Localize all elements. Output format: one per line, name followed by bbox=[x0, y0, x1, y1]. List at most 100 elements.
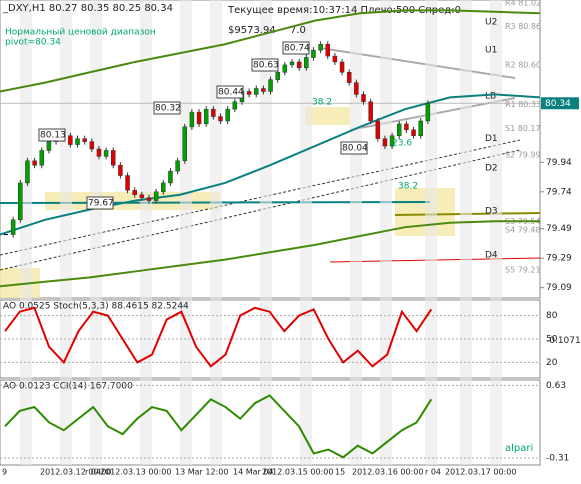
symbol: _DXY,H1 80.27 80.35 80.25 80.34 bbox=[2, 3, 173, 14]
candle bbox=[32, 160, 37, 166]
annotation: 38.2 bbox=[398, 182, 418, 192]
candle bbox=[82, 138, 87, 142]
candle bbox=[368, 101, 373, 122]
candle bbox=[225, 108, 230, 122]
candle bbox=[411, 129, 416, 136]
indicator-line bbox=[0, 9, 541, 93]
annotation: 80.74 bbox=[284, 44, 310, 54]
candle bbox=[189, 111, 195, 128]
candle bbox=[196, 111, 202, 125]
candle bbox=[146, 197, 152, 201]
pivot: pivot=80.34 bbox=[5, 38, 61, 48]
pivot-label: R1 80.33 bbox=[505, 100, 541, 109]
level-label: D1 bbox=[485, 134, 498, 144]
annotation: 38.2 bbox=[312, 98, 332, 108]
candle bbox=[153, 191, 159, 201]
candle bbox=[25, 160, 30, 184]
candle bbox=[10, 219, 16, 235]
candle bbox=[161, 182, 166, 193]
y-tick-label: 0.63 bbox=[546, 381, 566, 391]
candle bbox=[254, 88, 259, 95]
status: Текущее время:10:37:14 Плечо:500 Спред:0 bbox=[227, 5, 461, 16]
candle bbox=[175, 160, 180, 172]
candle bbox=[125, 175, 130, 191]
candle bbox=[168, 170, 173, 184]
annotation: 80.13 bbox=[40, 131, 66, 141]
candle bbox=[182, 126, 187, 162]
annotation-box bbox=[251, 58, 279, 72]
balance: $9573.94 bbox=[228, 25, 276, 36]
candle bbox=[39, 150, 44, 166]
pivot-label: S1 80.17 bbox=[505, 124, 541, 133]
candle bbox=[304, 57, 309, 69]
annotation-box bbox=[86, 196, 114, 210]
candle bbox=[18, 182, 23, 221]
candle bbox=[325, 44, 330, 57]
level-label: LB bbox=[485, 91, 496, 101]
y-tick-label: 79.29 bbox=[546, 254, 572, 264]
candle bbox=[203, 108, 209, 125]
candle bbox=[404, 123, 409, 131]
candle bbox=[211, 108, 216, 117]
candle bbox=[89, 141, 95, 150]
annotation-box bbox=[216, 85, 244, 99]
candle bbox=[389, 135, 395, 147]
time-label: 2012.03.12 00:00 bbox=[40, 468, 111, 477]
annotation-box bbox=[38, 128, 66, 142]
candle bbox=[261, 88, 266, 92]
level-label: U1 bbox=[485, 46, 497, 56]
candle bbox=[282, 64, 288, 73]
y-tick-label: 79.09 bbox=[546, 283, 572, 293]
time-label: 13 Mar 12:00 bbox=[175, 468, 228, 477]
current-price-label: 80.34 bbox=[545, 99, 571, 109]
annotation: 80.04 bbox=[342, 144, 368, 154]
candle bbox=[332, 55, 338, 63]
candle bbox=[75, 138, 80, 145]
indicator-name: Нормальный ценовой диапазон bbox=[5, 28, 156, 38]
time-label: 2012.03.16 00:00 bbox=[352, 468, 423, 477]
annotation: 80.63 bbox=[253, 61, 279, 71]
candle bbox=[68, 135, 73, 145]
pivot-label: R2 80.60 bbox=[505, 60, 541, 69]
candle bbox=[118, 164, 123, 176]
time-label: r 04 bbox=[425, 468, 441, 477]
candle bbox=[339, 61, 345, 73]
candle bbox=[289, 61, 295, 66]
level-label: D3 bbox=[485, 206, 498, 216]
candle bbox=[139, 194, 145, 198]
y2-tick-label: -0.1071 bbox=[546, 336, 581, 346]
indicator-line bbox=[0, 220, 540, 288]
candle bbox=[275, 72, 280, 80]
time-label: 2012.03.15 00:00 bbox=[262, 468, 333, 477]
candle bbox=[354, 82, 359, 95]
y-tick-label: -0.31 bbox=[546, 454, 569, 464]
pivot-label: R4 81.02 bbox=[505, 0, 541, 7]
panel-title: AO 0.0525 Stoch(5,3,3) 88.4615 82.5244 bbox=[3, 302, 189, 312]
candle bbox=[4, 234, 8, 236]
candle bbox=[382, 138, 388, 147]
time-label: 2012.03.13 00:00 bbox=[100, 468, 171, 477]
annotation: 80.32 bbox=[155, 104, 181, 114]
annotation: 79.67 bbox=[88, 199, 114, 209]
candle bbox=[96, 148, 102, 157]
pivot-label: S2 79.99 bbox=[505, 150, 541, 159]
y-tick-label: 20 bbox=[546, 358, 558, 368]
annotation-box bbox=[282, 41, 310, 55]
y-tick-label: 79.74 bbox=[546, 187, 572, 197]
pivot-label: S4 79.48 bbox=[505, 226, 541, 235]
candle bbox=[311, 49, 316, 58]
annotation-box bbox=[340, 141, 368, 155]
candle bbox=[296, 61, 302, 69]
y-tick-label: 79.94 bbox=[546, 158, 572, 168]
candle bbox=[318, 44, 323, 51]
time-label: 15 bbox=[335, 468, 345, 477]
time-label: 14 Mar 04 bbox=[233, 468, 274, 477]
candle bbox=[132, 190, 137, 195]
candle bbox=[218, 116, 223, 122]
y-tick-label: 79.49 bbox=[546, 224, 572, 234]
candle bbox=[46, 141, 52, 151]
annotation: 23.6 bbox=[392, 139, 412, 149]
candle bbox=[232, 101, 238, 110]
candle bbox=[361, 94, 366, 103]
